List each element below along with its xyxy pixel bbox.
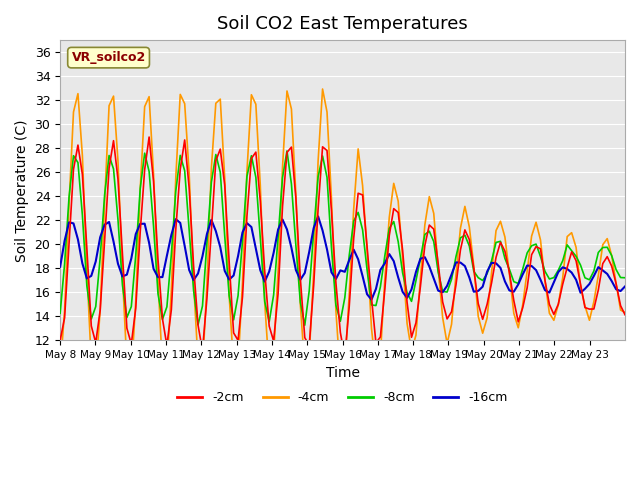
Text: VR_soilco2: VR_soilco2 (72, 51, 146, 64)
X-axis label: Time: Time (326, 366, 360, 380)
Y-axis label: Soil Temperature (C): Soil Temperature (C) (15, 119, 29, 262)
Title: Soil CO2 East Temperatures: Soil CO2 East Temperatures (217, 15, 468, 33)
Legend: -2cm, -4cm, -8cm, -16cm: -2cm, -4cm, -8cm, -16cm (172, 386, 513, 409)
